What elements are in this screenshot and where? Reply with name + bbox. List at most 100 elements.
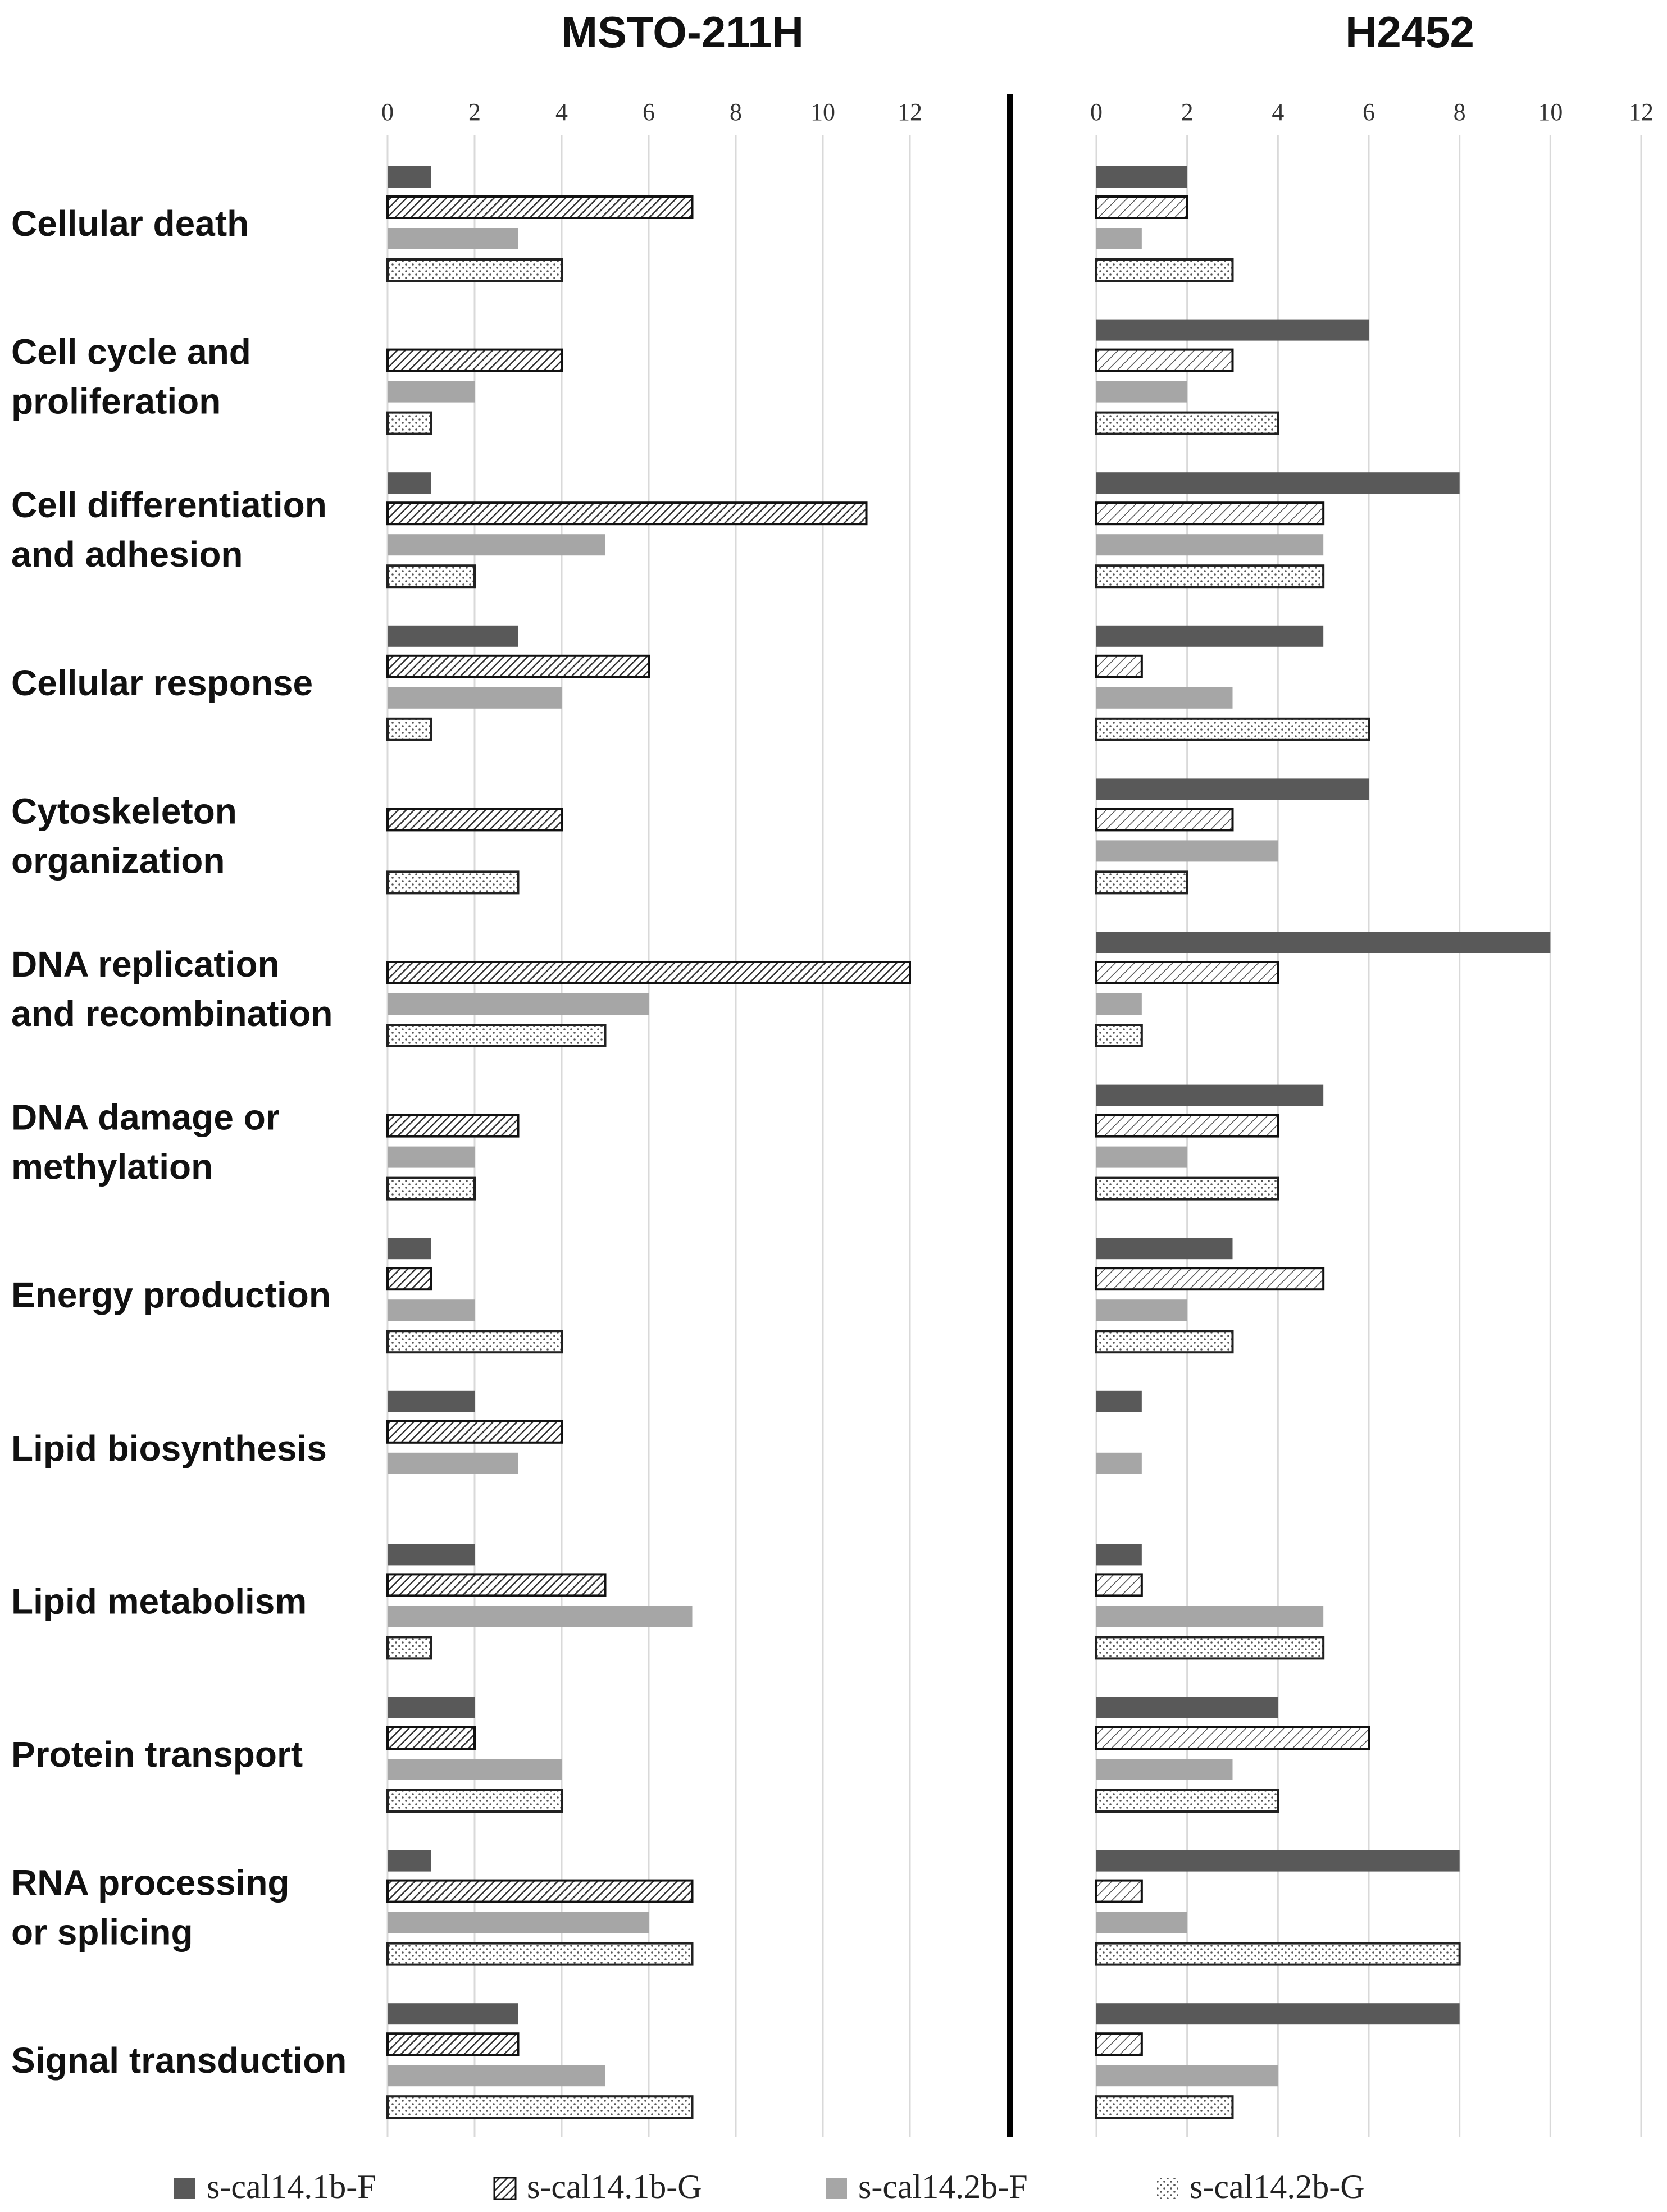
legend-swatch-3 (826, 2178, 847, 2199)
bar-s-cal14.1b-G-2 (1095, 348, 1234, 372)
bar-s-cal14.1b-F-8 (1096, 1238, 1233, 1260)
bar-s-cal14.1b-F-10 (388, 1544, 475, 1566)
bar-s-cal14.2b-F-1 (1096, 228, 1142, 249)
bar-s-cal14.2b-G-10 (1095, 1636, 1325, 1660)
bar-s-cal14.2b-F-10 (388, 1606, 693, 1627)
x-tick-label: 4 (555, 98, 568, 126)
bar-s-cal14.1b-F-1 (388, 166, 431, 188)
category-label: and adhesion (11, 534, 243, 574)
x-tick-label: 10 (810, 98, 835, 126)
bar-s-cal14.1b-G-10 (386, 1573, 607, 1597)
bar-s-cal14.2b-F-1 (388, 228, 518, 249)
bar-s-cal14.1b-F-12 (1096, 1850, 1460, 1872)
bar-s-cal14.2b-G-8 (386, 1330, 563, 1354)
bar-s-cal14.1b-F-11 (388, 1697, 475, 1718)
bar-s-cal14.2b-G-6 (386, 1024, 607, 1047)
bar-s-cal14.2b-F-8 (1096, 1299, 1187, 1321)
bar-s-cal14.1b-G-1 (386, 195, 694, 219)
x-tick-label: 12 (1629, 98, 1654, 126)
bar-layer (386, 166, 1551, 2119)
x-tick-label: 2 (1181, 98, 1194, 126)
bar-s-cal14.1b-G-5 (1095, 808, 1234, 832)
bar-s-cal14.1b-F-9 (1096, 1390, 1142, 1412)
bar-s-cal14.2b-G-11 (386, 1789, 563, 1813)
bar-s-cal14.1b-F-3 (388, 472, 431, 494)
bar-s-cal14.1b-F-8 (388, 1238, 431, 1260)
x-tick-label: 10 (1538, 98, 1563, 126)
x-tick-label: 4 (1272, 98, 1284, 126)
x-tick-label: 12 (898, 98, 922, 126)
bar-s-cal14.1b-G-6 (386, 961, 911, 984)
bar-s-cal14.1b-F-11 (1096, 1697, 1278, 1718)
bar-s-cal14.1b-G-3 (1095, 501, 1325, 526)
bar-s-cal14.1b-G-4 (1095, 654, 1143, 678)
bar-s-cal14.1b-G-10 (1095, 1573, 1143, 1597)
axis-layer: 0 2 4 6 8 10 12 0 2 4 6 8 10 12 (381, 98, 1654, 126)
bar-s-cal14.2b-F-7 (388, 1146, 475, 1168)
category-label: methylation (11, 1147, 213, 1187)
category-label: Cytoskeleton (11, 791, 237, 831)
bar-s-cal14.1b-G-12 (1095, 1879, 1143, 1903)
bar-s-cal14.1b-F-5 (1096, 778, 1369, 800)
bar-s-cal14.1b-G-11 (386, 1726, 476, 1750)
bar-s-cal14.2b-F-4 (388, 687, 562, 709)
bar-s-cal14.2b-F-2 (1096, 381, 1187, 403)
bar-s-cal14.1b-G-2 (386, 348, 563, 372)
bar-s-cal14.1b-F-1 (1096, 166, 1187, 188)
bar-s-cal14.1b-F-12 (388, 1850, 431, 1872)
legend-swatch-2 (493, 2177, 517, 2200)
bar-s-cal14.1b-G-7 (386, 1114, 520, 1138)
bar-s-cal14.2b-F-12 (1096, 1912, 1187, 1933)
bar-s-cal14.2b-F-11 (388, 1759, 562, 1780)
panel-title-1: MSTO-211H (561, 7, 804, 57)
bar-s-cal14.2b-G-1 (1095, 258, 1234, 282)
bar-s-cal14.1b-F-3 (1096, 472, 1460, 494)
bar-s-cal14.2b-G-4 (1095, 717, 1370, 741)
bar-s-cal14.1b-G-13 (1095, 2032, 1143, 2056)
legend-swatch-1 (174, 2178, 195, 2199)
bar-s-cal14.2b-F-5 (1096, 840, 1278, 862)
bar-s-cal14.2b-F-3 (388, 534, 605, 556)
bar-s-cal14.1b-G-13 (386, 2032, 520, 2056)
bar-s-cal14.2b-F-8 (388, 1299, 475, 1321)
label-layer: MSTO-211H H2452 Cellular death Cell cycle a… (11, 7, 1474, 2081)
bar-s-cal14.1b-F-4 (1096, 625, 1324, 647)
category-label: Cellular response (11, 663, 313, 703)
legend-label-3: s-cal14.2b-F (858, 2168, 1028, 2205)
category-label: Energy production (11, 1275, 331, 1315)
legend-label-4: s-cal14.2b-G (1190, 2168, 1365, 2205)
bar-s-cal14.2b-G-4 (386, 717, 432, 741)
bar-s-cal14.1b-G-12 (386, 1879, 694, 1903)
x-tick-label: 8 (1454, 98, 1466, 126)
category-label: Lipid biosynthesis (11, 1428, 327, 1468)
bar-s-cal14.2b-F-9 (1096, 1452, 1142, 1474)
legend-label-2: s-cal14.1b-G (527, 2168, 702, 2205)
legend: s-cal14.1b-F s-cal14.1b-G s-cal14.2b-F s-ca… (174, 2168, 1365, 2205)
bar-s-cal14.2b-G-13 (1095, 2095, 1234, 2119)
category-label: DNA replication (11, 944, 280, 984)
bar-s-cal14.2b-G-8 (1095, 1330, 1234, 1354)
bar-s-cal14.2b-G-11 (1095, 1789, 1279, 1813)
category-label: proliferation (11, 381, 221, 422)
category-label: Cell differentiation (11, 485, 327, 525)
bar-s-cal14.2b-G-12 (386, 1942, 694, 1966)
bar-s-cal14.2b-F-11 (1096, 1759, 1233, 1780)
bar-s-cal14.1b-G-11 (1095, 1726, 1370, 1750)
bar-s-cal14.2b-F-13 (1096, 2065, 1278, 2087)
bar-s-cal14.2b-F-10 (1096, 1606, 1324, 1627)
x-tick-label: 6 (1363, 98, 1375, 126)
bar-s-cal14.1b-F-13 (1096, 2003, 1460, 2025)
bar-s-cal14.2b-F-6 (388, 993, 649, 1015)
bar-s-cal14.2b-G-6 (1095, 1024, 1143, 1047)
bar-s-cal14.1b-G-4 (386, 654, 650, 678)
category-label: Protein transport (11, 1734, 303, 1775)
bar-s-cal14.1b-F-4 (388, 625, 518, 647)
bar-s-cal14.1b-F-13 (388, 2003, 518, 2025)
category-label: RNA processing (11, 1863, 290, 1903)
category-label: organization (11, 840, 225, 881)
x-tick-label: 2 (468, 98, 481, 126)
x-tick-label: 6 (643, 98, 655, 126)
bar-s-cal14.2b-F-9 (388, 1452, 518, 1474)
panel-title-2: H2452 (1345, 7, 1474, 57)
